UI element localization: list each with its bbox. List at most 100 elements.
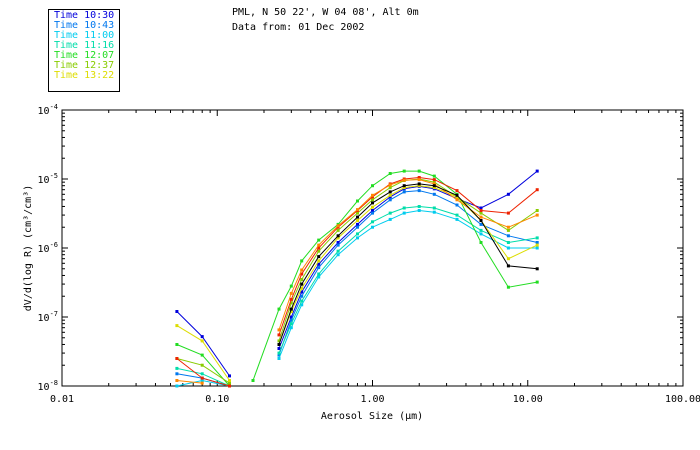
data-point — [506, 257, 510, 261]
data-point — [455, 213, 459, 217]
data-point — [300, 278, 304, 281]
data-point — [336, 234, 340, 238]
data-point — [228, 379, 231, 382]
data-point — [300, 299, 304, 303]
data-point — [356, 208, 359, 212]
y-tick-base: 10 — [38, 244, 50, 255]
y-tick-exponent: -5 — [50, 172, 58, 180]
data-point — [356, 225, 359, 229]
data-point — [228, 381, 231, 385]
data-point — [317, 275, 321, 279]
data-point — [289, 291, 293, 295]
data-point — [417, 205, 421, 208]
y-tick-base: 10 — [38, 313, 50, 324]
data-point — [371, 195, 374, 199]
data-point — [300, 290, 304, 294]
y-tick-exponent: -7 — [50, 310, 58, 318]
data-point — [388, 211, 392, 215]
data-point — [277, 333, 281, 337]
data-point — [336, 236, 340, 240]
data-point — [289, 307, 293, 311]
data-point — [175, 379, 179, 382]
legend-item-1116: Time 11:16 — [54, 40, 115, 51]
data-point — [317, 259, 321, 263]
y-tick-label: 10-6 — [38, 241, 58, 255]
data-point — [506, 241, 510, 244]
data-point — [432, 182, 436, 186]
data-point — [300, 259, 304, 263]
data-point — [432, 206, 436, 210]
data-point — [535, 267, 539, 271]
data-point — [535, 209, 539, 212]
station-location: PML, N 50 22', W 04 08', Alt 0m — [232, 7, 419, 18]
data-point — [506, 234, 510, 238]
y-tick-label: 10-8 — [38, 379, 58, 393]
series-line — [252, 170, 538, 381]
series-3 — [175, 209, 539, 388]
data-point — [277, 357, 281, 360]
data-point — [455, 203, 459, 207]
data-point — [356, 232, 359, 236]
data-point — [175, 372, 179, 376]
data-point — [317, 262, 321, 266]
data-point — [277, 347, 281, 350]
data-point — [200, 372, 204, 376]
data-point — [356, 236, 359, 240]
data-point — [402, 190, 406, 194]
data-point — [251, 379, 255, 382]
legend-item-1207: Time 12:07 — [54, 50, 115, 61]
data-point — [455, 198, 459, 202]
data-point — [388, 190, 392, 194]
data-point — [506, 192, 510, 196]
data-point — [535, 280, 539, 284]
data-point — [356, 211, 359, 215]
series-4 — [175, 205, 539, 388]
data-point — [417, 169, 421, 173]
legend-item-1030: Time 10:30 — [54, 10, 115, 21]
data-point — [506, 264, 510, 268]
data-point — [371, 205, 374, 209]
data-point — [175, 310, 179, 313]
x-tick-label: 0.01 — [50, 394, 74, 405]
series-10 — [277, 182, 539, 346]
data-point — [175, 343, 179, 346]
data-point — [371, 198, 374, 202]
series-9 — [175, 178, 539, 385]
data-point — [175, 357, 179, 360]
data-point — [432, 186, 436, 190]
data-point — [535, 213, 539, 217]
data-point — [200, 381, 204, 385]
data-point — [289, 284, 293, 288]
data-point — [535, 241, 539, 244]
data-point — [175, 324, 179, 328]
data-point — [317, 246, 321, 250]
data-point — [289, 310, 293, 313]
y-tick-exponent: -4 — [50, 103, 58, 111]
data-point — [417, 209, 421, 212]
data-point — [371, 220, 374, 224]
chart-legend: Time 10:30 Time 10:43 Time 11:00 Time 11… — [48, 9, 120, 92]
legend-item-1043: Time 10:43 — [54, 20, 115, 31]
series-5 — [175, 169, 539, 388]
data-point — [336, 241, 340, 244]
series-line — [278, 179, 538, 331]
data-point — [371, 211, 374, 215]
series-8 — [175, 176, 539, 388]
data-point — [175, 366, 179, 370]
data-point — [300, 272, 304, 276]
x-tick-label: 0.10 — [205, 394, 229, 405]
x-tick-label: 1.00 — [360, 394, 384, 405]
series-line — [278, 209, 538, 359]
data-point — [506, 246, 510, 250]
data-point — [479, 241, 483, 244]
data-point — [289, 315, 293, 319]
data-point — [356, 219, 359, 222]
data-point — [479, 228, 483, 232]
data-point — [535, 243, 539, 247]
data-point — [479, 215, 483, 219]
data-point — [317, 266, 321, 270]
data-point — [277, 339, 281, 343]
data-point — [432, 184, 436, 188]
data-point — [371, 201, 374, 205]
